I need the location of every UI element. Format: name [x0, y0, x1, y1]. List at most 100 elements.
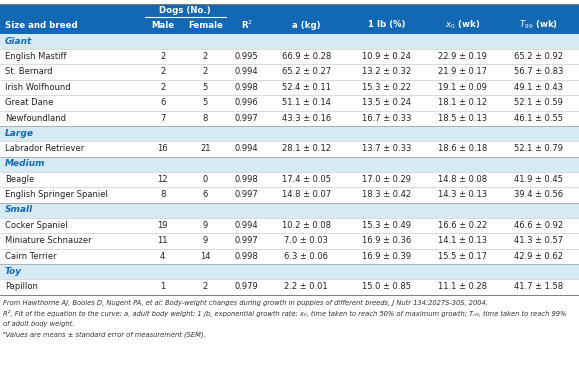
Bar: [0, 187, 579, 202]
Bar: [0, 233, 579, 248]
Text: 2.2 ± 0.01: 2.2 ± 0.01: [284, 282, 328, 291]
Text: 46.1 ± 0.55: 46.1 ± 0.55: [514, 114, 563, 123]
Text: 52.1 ± 0.59: 52.1 ± 0.59: [514, 98, 563, 107]
Text: 14.1 ± 0.13: 14.1 ± 0.13: [438, 236, 488, 245]
Text: 2: 2: [203, 52, 208, 61]
Bar: [0, 218, 579, 233]
Text: 16.9 ± 0.39: 16.9 ± 0.39: [362, 252, 412, 261]
Text: 9: 9: [203, 221, 208, 230]
Text: 10.2 ± 0.08: 10.2 ± 0.08: [282, 221, 331, 230]
Text: 56.7 ± 0.83: 56.7 ± 0.83: [514, 67, 563, 76]
Text: Medium: Medium: [5, 160, 46, 169]
Text: R$^2$: R$^2$: [241, 19, 252, 31]
Text: 0.994: 0.994: [235, 144, 259, 153]
Text: 0.995: 0.995: [235, 52, 259, 61]
Text: Irish Wolfhound: Irish Wolfhound: [5, 83, 71, 92]
Text: 0.997: 0.997: [235, 236, 259, 245]
Text: $x_0$ (wk): $x_0$ (wk): [445, 19, 481, 31]
Text: 13.5 ± 0.24: 13.5 ± 0.24: [362, 98, 411, 107]
Text: Papillon: Papillon: [5, 282, 38, 291]
Text: 52.1 ± 0.79: 52.1 ± 0.79: [514, 144, 563, 153]
Text: 7.0 ± 0.03: 7.0 ± 0.03: [284, 236, 328, 245]
Text: 28.1 ± 0.12: 28.1 ± 0.12: [282, 144, 331, 153]
Bar: [0, 202, 579, 218]
Text: Cairn Terrier: Cairn Terrier: [5, 252, 57, 261]
Text: 0.994: 0.994: [235, 221, 259, 230]
Bar: [0, 248, 579, 264]
Text: 14: 14: [200, 252, 210, 261]
Bar: [0, 264, 579, 279]
Text: Toy: Toy: [5, 267, 22, 276]
Bar: [0, 33, 579, 48]
Bar: [0, 80, 579, 95]
Text: 18.3 ± 0.42: 18.3 ± 0.42: [362, 190, 412, 199]
Text: 5: 5: [203, 83, 208, 92]
Text: 2: 2: [160, 52, 166, 61]
Text: 2: 2: [160, 83, 166, 92]
Text: Male: Male: [151, 20, 174, 29]
Text: 16: 16: [157, 144, 168, 153]
Text: 52.4 ± 0.11: 52.4 ± 0.11: [282, 83, 331, 92]
Text: English Springer Spaniel: English Springer Spaniel: [5, 190, 108, 199]
Text: 15.3 ± 0.22: 15.3 ± 0.22: [362, 83, 411, 92]
Text: 18.5 ± 0.13: 18.5 ± 0.13: [438, 114, 488, 123]
Text: 18.6 ± 0.18: 18.6 ± 0.18: [438, 144, 488, 153]
Text: 16.6 ± 0.22: 16.6 ± 0.22: [438, 221, 488, 230]
Text: 18.1 ± 0.12: 18.1 ± 0.12: [438, 98, 488, 107]
Text: 21.9 ± 0.17: 21.9 ± 0.17: [438, 67, 488, 76]
Text: ᵃValues are means ± standard error of measurement (SEM).: ᵃValues are means ± standard error of me…: [3, 331, 206, 338]
Text: 14.3 ± 0.13: 14.3 ± 0.13: [438, 190, 488, 199]
Text: 15.5 ± 0.17: 15.5 ± 0.17: [438, 252, 488, 261]
Text: Female: Female: [188, 20, 223, 29]
Text: English Mastiff: English Mastiff: [5, 52, 67, 61]
Bar: [0, 141, 579, 157]
Text: Great Dane: Great Dane: [5, 98, 53, 107]
Text: 0.998: 0.998: [235, 175, 259, 184]
Text: 43.3 ± 0.16: 43.3 ± 0.16: [281, 114, 331, 123]
Text: From Hawthorne AJ, Booles D, Nugent PA, et al: Body-weight changes during growth: From Hawthorne AJ, Booles D, Nugent PA, …: [3, 299, 488, 306]
Text: 5: 5: [203, 98, 208, 107]
Text: 0.997: 0.997: [235, 114, 259, 123]
Text: Small: Small: [5, 205, 33, 215]
Text: 13.7 ± 0.33: 13.7 ± 0.33: [362, 144, 412, 153]
Text: 6.3 ± 0.06: 6.3 ± 0.06: [284, 252, 328, 261]
Text: 13.2 ± 0.32: 13.2 ± 0.32: [362, 67, 412, 76]
Text: of adult body weight.: of adult body weight.: [3, 321, 74, 327]
Text: 0: 0: [203, 175, 208, 184]
Bar: [0, 279, 579, 295]
Text: 66.9 ± 0.28: 66.9 ± 0.28: [281, 52, 331, 61]
Bar: [0, 4, 579, 33]
Text: 41.7 ± 1.58: 41.7 ± 1.58: [514, 282, 563, 291]
Text: 49.1 ± 0.43: 49.1 ± 0.43: [514, 83, 563, 92]
Text: 41.9 ± 0.45: 41.9 ± 0.45: [514, 175, 563, 184]
Text: 0.998: 0.998: [235, 83, 259, 92]
Text: 8: 8: [203, 114, 208, 123]
Text: St. Bernard: St. Bernard: [5, 67, 53, 76]
Text: 0.979: 0.979: [235, 282, 259, 291]
Text: 11.1 ± 0.28: 11.1 ± 0.28: [438, 282, 488, 291]
Text: 51.1 ± 0.14: 51.1 ± 0.14: [282, 98, 331, 107]
Text: 10.9 ± 0.24: 10.9 ± 0.24: [362, 52, 411, 61]
Text: 65.2 ± 0.27: 65.2 ± 0.27: [281, 67, 331, 76]
Text: 21: 21: [200, 144, 210, 153]
Text: 41.3 ± 0.57: 41.3 ± 0.57: [514, 236, 563, 245]
Text: 2: 2: [160, 67, 166, 76]
Text: 0.994: 0.994: [235, 67, 259, 76]
Text: Dogs (No.): Dogs (No.): [159, 6, 211, 15]
Text: Size and breed: Size and breed: [5, 20, 78, 29]
Text: 15.0 ± 0.85: 15.0 ± 0.85: [362, 282, 411, 291]
Text: 65.2 ± 0.92: 65.2 ± 0.92: [514, 52, 563, 61]
Text: 46.6 ± 0.92: 46.6 ± 0.92: [514, 221, 563, 230]
Text: Miniature Schnauzer: Miniature Schnauzer: [5, 236, 91, 245]
Text: Cocker Spaniel: Cocker Spaniel: [5, 221, 68, 230]
Text: 17.4 ± 0.05: 17.4 ± 0.05: [282, 175, 331, 184]
Bar: [0, 171, 579, 187]
Text: 17.0 ± 0.29: 17.0 ± 0.29: [362, 175, 411, 184]
Text: 42.9 ± 0.62: 42.9 ± 0.62: [514, 252, 563, 261]
Text: a (kg): a (kg): [292, 20, 321, 29]
Text: 16.9 ± 0.36: 16.9 ± 0.36: [362, 236, 412, 245]
Bar: [0, 48, 579, 64]
Text: 0.998: 0.998: [235, 252, 259, 261]
Text: 2: 2: [203, 67, 208, 76]
Text: 11: 11: [157, 236, 168, 245]
